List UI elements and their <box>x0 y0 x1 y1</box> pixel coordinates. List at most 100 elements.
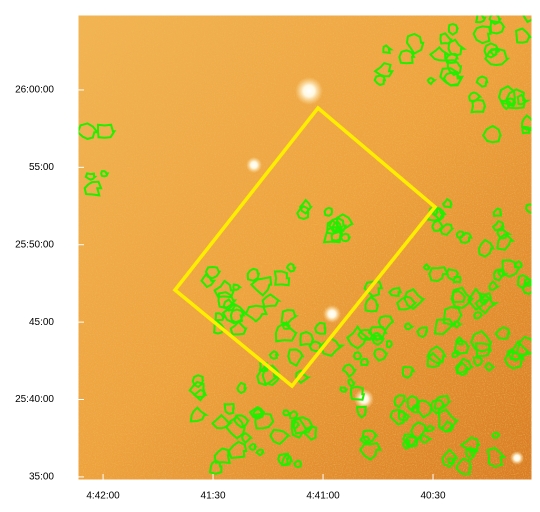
contour <box>221 302 248 325</box>
contour <box>292 459 303 469</box>
contour <box>431 219 446 232</box>
contour <box>488 15 502 26</box>
x-tick-label: 4:42:00 <box>86 491 120 502</box>
y-tick-label: 45:00 <box>29 317 54 328</box>
contour <box>405 32 425 55</box>
contour <box>357 328 375 341</box>
contour <box>387 286 403 297</box>
contour <box>454 336 464 346</box>
contour <box>439 32 453 45</box>
contour <box>396 295 418 311</box>
contour <box>474 15 487 24</box>
contour <box>389 408 407 426</box>
y-tick-label: 55:00 <box>29 162 54 173</box>
contour <box>522 15 532 24</box>
contour <box>401 365 416 379</box>
contour <box>454 357 475 375</box>
contour <box>422 263 431 271</box>
contour <box>213 447 232 465</box>
contour <box>83 180 103 197</box>
contour <box>450 286 475 310</box>
contour <box>491 431 501 439</box>
contour <box>319 337 346 357</box>
contour <box>208 459 223 475</box>
contour <box>473 310 484 320</box>
contour <box>191 374 205 389</box>
contour <box>447 22 460 36</box>
contour <box>447 457 455 465</box>
contour <box>433 318 456 336</box>
contour <box>280 308 300 325</box>
contour <box>468 91 483 103</box>
contour <box>494 326 511 340</box>
contour <box>439 67 465 87</box>
contour <box>410 421 427 441</box>
contour <box>426 345 447 365</box>
contour <box>486 446 507 468</box>
contour <box>373 62 395 78</box>
contour <box>474 293 500 315</box>
contour <box>363 280 384 298</box>
contour <box>213 279 236 299</box>
contour <box>328 217 348 232</box>
contour <box>426 424 436 433</box>
contour <box>246 267 261 282</box>
contour <box>430 399 446 416</box>
contour <box>84 172 98 181</box>
contour <box>227 440 248 460</box>
contour <box>214 312 226 322</box>
contour <box>491 219 505 232</box>
contour <box>373 74 387 86</box>
contour <box>296 205 310 220</box>
contour <box>492 207 503 217</box>
contour <box>437 408 460 433</box>
contour <box>505 88 526 110</box>
contour <box>440 419 455 433</box>
contour <box>454 457 472 476</box>
contour <box>244 304 268 323</box>
contour <box>501 259 522 278</box>
x-tick-label: 4:41:00 <box>306 491 340 502</box>
star <box>295 77 323 105</box>
contour <box>426 351 444 368</box>
contour <box>290 421 301 430</box>
x-tick-label: 41:30 <box>201 491 226 502</box>
contour <box>248 442 258 451</box>
contour <box>382 44 394 55</box>
contour <box>213 320 226 335</box>
contour <box>470 330 493 353</box>
star <box>246 157 262 173</box>
contour <box>349 385 366 401</box>
contour <box>236 381 248 395</box>
contour <box>456 361 471 377</box>
contour <box>441 448 460 469</box>
contour <box>385 339 393 349</box>
contour <box>252 407 265 418</box>
contour <box>273 270 291 287</box>
contour <box>308 340 326 352</box>
contour <box>484 362 496 372</box>
y-tick-label: 25:40:00 <box>15 394 54 405</box>
contour <box>447 38 467 57</box>
contour <box>403 322 416 331</box>
contour <box>472 356 484 368</box>
contour <box>359 435 372 445</box>
contour <box>501 99 513 111</box>
contour <box>402 438 411 450</box>
contour <box>248 405 266 420</box>
contours <box>78 15 532 476</box>
contour <box>292 416 315 435</box>
contour <box>398 49 416 65</box>
contour <box>280 453 294 467</box>
frame <box>77 14 533 481</box>
contour <box>229 320 248 336</box>
contour <box>478 238 496 258</box>
contour <box>268 350 280 360</box>
contour <box>269 428 292 446</box>
contour <box>458 231 473 244</box>
contour <box>229 308 246 324</box>
contour <box>299 330 315 347</box>
contour <box>397 410 412 422</box>
contour <box>345 324 371 350</box>
